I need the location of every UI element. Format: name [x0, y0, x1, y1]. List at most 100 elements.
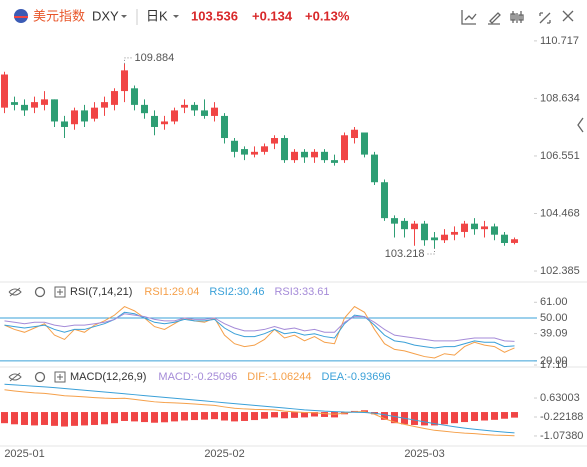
candle-body [421, 223, 428, 241]
candle-body [241, 149, 248, 155]
candle-body [401, 220, 408, 230]
hide-icon[interactable] [8, 287, 22, 297]
add-icon[interactable] [54, 286, 66, 298]
y-tick-label: 102.385 [540, 265, 580, 277]
macd-bar [181, 412, 188, 421]
candle-body [491, 226, 498, 235]
draw-button[interactable] [488, 12, 501, 25]
indicator-title[interactable]: MACD(12,26,9) [70, 371, 146, 383]
macd-bar [41, 412, 48, 425]
candle-body [381, 182, 388, 219]
hide-icon[interactable] [8, 372, 22, 382]
macd-bar [101, 412, 108, 425]
indicator-value: RSI2:30.46 [209, 286, 264, 298]
period[interactable]: 日K [146, 8, 168, 23]
candle-body [171, 110, 178, 122]
macd-bar [411, 412, 418, 425]
top-bar: 美元指数 DXY 日K 103.536 +0.134 +0.13% [14, 8, 584, 133]
settings-icon[interactable] [34, 286, 46, 298]
macd-bar [421, 412, 428, 426]
indicator-value: RSI3:33.61 [274, 286, 329, 298]
candle-body [271, 138, 278, 144]
candle-body [231, 140, 238, 152]
indicator-value: DEA:-0.93696 [322, 371, 391, 383]
candle-body [351, 129, 358, 139]
candle-body [431, 237, 438, 241]
macd-bar [21, 412, 28, 425]
candle-body [371, 154, 378, 183]
add-icon[interactable] [54, 371, 66, 383]
candle-body [311, 151, 318, 158]
y-tick-label: -0.22188 [540, 411, 583, 423]
candle-body [31, 102, 38, 108]
candle-body [91, 107, 98, 119]
macd-bar [211, 412, 218, 420]
candle-body [41, 99, 48, 105]
macd-bar [451, 412, 458, 424]
macd-bar [251, 412, 258, 421]
y-tick-label: 108.634 [540, 92, 580, 104]
macd-bar [471, 412, 478, 421]
macd-bar [201, 412, 208, 420]
leader [124, 57, 133, 64]
instrument-symbol[interactable]: DXY [92, 8, 119, 23]
candle-body [331, 160, 338, 163]
indicator-title[interactable]: RSI(7,14,21) [70, 286, 132, 298]
candle-body [141, 104, 148, 114]
macd-bar [501, 412, 508, 419]
rsi-line [4, 313, 515, 342]
change: +0.134 [252, 8, 293, 23]
candle-body [301, 151, 308, 158]
macd-bar [511, 412, 518, 418]
candle-body [51, 99, 58, 122]
candle-body [341, 135, 348, 161]
close-button[interactable] [562, 10, 574, 22]
candle-body [291, 151, 298, 161]
macd-bar [61, 412, 68, 427]
macd-bar [321, 412, 328, 417]
dropdown-arrow[interactable] [121, 15, 127, 18]
candle-body [81, 110, 88, 122]
y-tick-label: -1.07380 [540, 430, 583, 442]
candle-body [221, 115, 228, 139]
macd-bar [191, 412, 198, 421]
candle-body [121, 70, 128, 92]
indicator-button[interactable] [461, 10, 477, 25]
macd-line [4, 383, 515, 434]
y-tick-label: 17.10 [540, 359, 568, 371]
candle-body [321, 151, 328, 161]
indicator-value: MACD:-0.25096 [158, 371, 237, 383]
candle-body [281, 138, 288, 161]
macd-bar [121, 412, 128, 421]
instrument-name[interactable]: 美元指数 [33, 8, 85, 23]
y-tick-label: 61.00 [540, 296, 568, 308]
candle-body [101, 102, 108, 108]
macd-bar [131, 412, 138, 422]
low-label: 103.218 [385, 248, 425, 260]
collapse-button[interactable] [577, 117, 584, 133]
macd-bar [161, 412, 168, 423]
candle-body [361, 132, 368, 155]
macd-bar [311, 412, 318, 417]
fullscreen-button[interactable] [539, 12, 551, 24]
macd-bar [91, 412, 98, 425]
macd-bar [391, 412, 398, 424]
y-tick-label: 39.09 [540, 327, 568, 339]
leader [426, 248, 435, 255]
price: 103.536 [191, 8, 238, 23]
candle-body [501, 234, 508, 243]
y-tick-label: 110.717 [540, 35, 579, 47]
macd-bar [441, 412, 448, 425]
macd-bar [51, 412, 58, 426]
dropdown-arrow[interactable] [173, 15, 179, 18]
candle-type-button[interactable] [510, 11, 524, 23]
macd-line [4, 389, 515, 437]
macd-bar [111, 412, 118, 424]
macd-bar [31, 412, 38, 426]
macd-bar [241, 412, 248, 421]
macd-bar [461, 412, 468, 423]
settings-icon[interactable] [34, 371, 46, 383]
candle-body [191, 104, 198, 111]
rsi-line [4, 311, 515, 349]
candle-body [181, 104, 188, 108]
